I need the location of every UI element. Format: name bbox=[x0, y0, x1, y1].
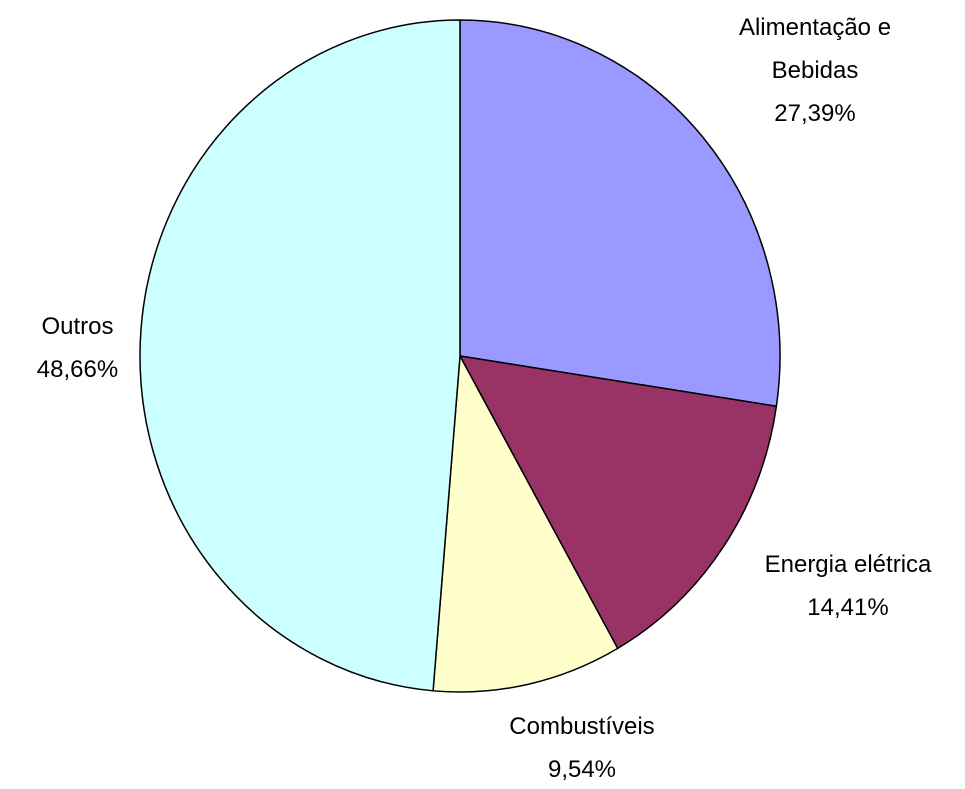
slice-label: Alimentação e Bebidas 27,39% bbox=[700, 6, 930, 135]
category-label: Energia elétrica bbox=[764, 551, 932, 578]
value-label: 48,66% bbox=[36, 356, 119, 383]
slice-label: Energia elétrica 14,41% bbox=[728, 543, 965, 629]
pie-slice bbox=[139, 19, 461, 692]
pie-slice bbox=[458, 355, 778, 650]
slice-label: Combustíveis 9,54% bbox=[477, 705, 687, 789]
value-label: 9,54% bbox=[547, 756, 617, 783]
pie-slice bbox=[459, 19, 781, 408]
slice-label: Outros 48,66% bbox=[0, 305, 155, 391]
pie-slice bbox=[432, 353, 619, 693]
category-label: Outros bbox=[41, 313, 114, 340]
category-label: Alimentação e Bebidas bbox=[738, 14, 892, 84]
category-label: Combustíveis bbox=[509, 713, 655, 740]
value-label: 14,41% bbox=[807, 594, 889, 621]
value-label: 27,39% bbox=[774, 100, 856, 127]
